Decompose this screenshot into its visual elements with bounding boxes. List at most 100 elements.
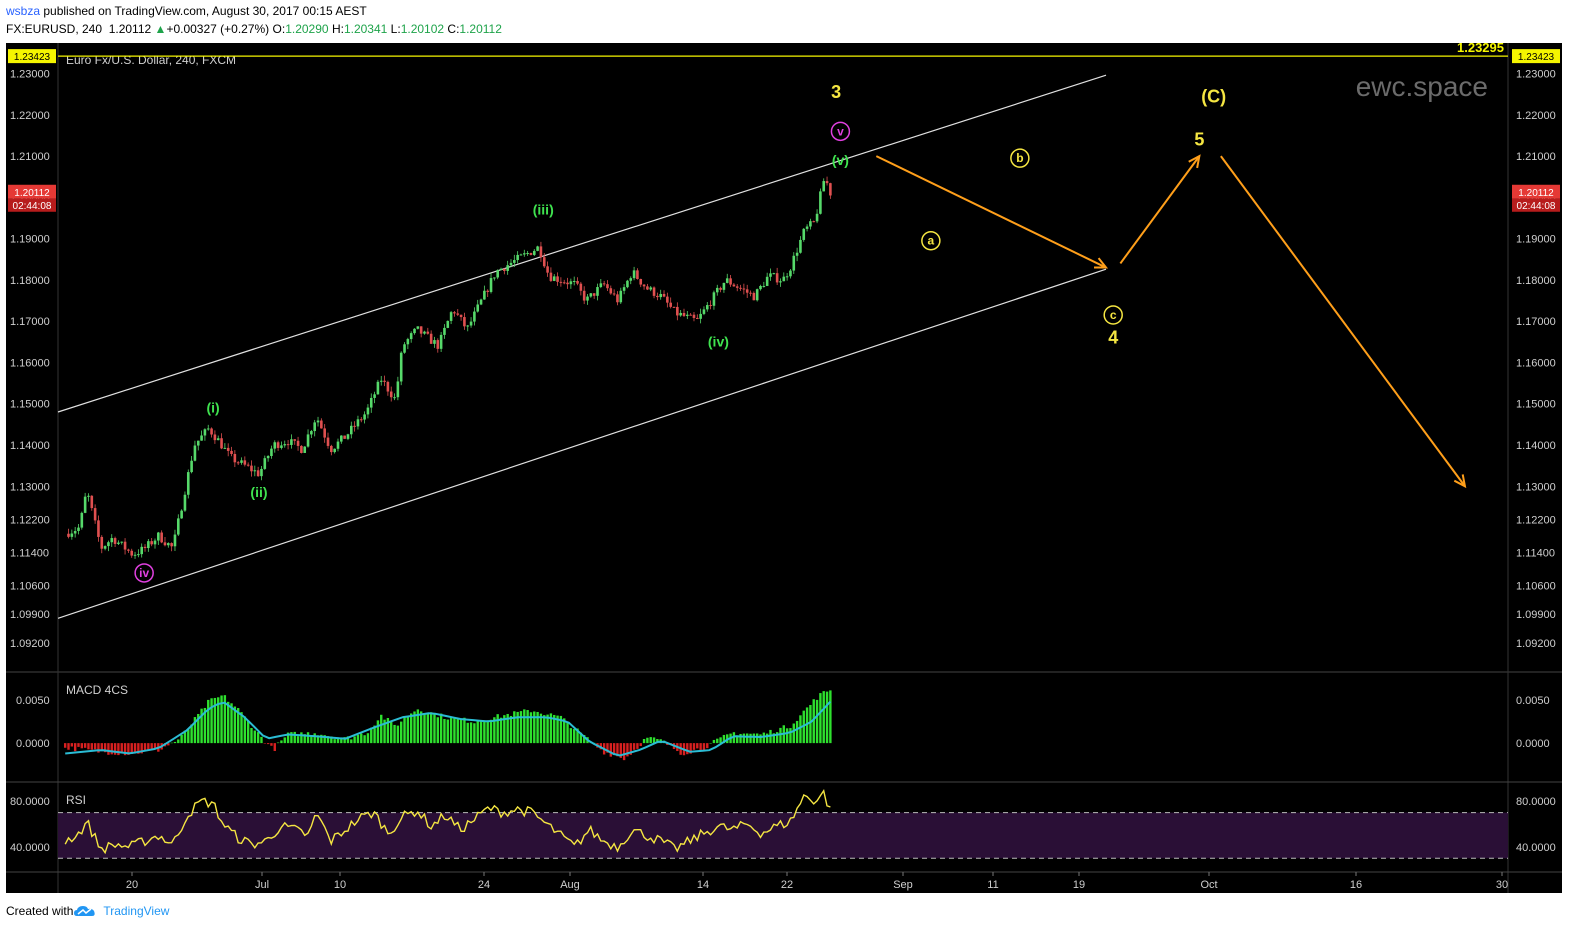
candle-body bbox=[463, 317, 466, 327]
macd-histogram-bar bbox=[373, 725, 376, 744]
projection-arrowhead-3 bbox=[1453, 474, 1467, 489]
macd-histogram-bar bbox=[366, 733, 370, 744]
candle-body bbox=[559, 281, 563, 283]
macd-histogram-bar bbox=[323, 735, 326, 744]
candle-body bbox=[815, 213, 819, 222]
candle-body bbox=[626, 280, 629, 288]
x-tick-label: 11 bbox=[987, 879, 998, 891]
candle-body bbox=[755, 289, 759, 301]
candle-body bbox=[542, 257, 546, 267]
candle-body bbox=[772, 273, 776, 275]
candle-body bbox=[87, 495, 90, 497]
candle-body bbox=[732, 284, 736, 287]
tradingview-link[interactable]: TradingView bbox=[103, 904, 170, 918]
candle-body bbox=[682, 312, 686, 316]
candle-body bbox=[522, 253, 526, 255]
candle-body bbox=[569, 281, 573, 285]
candle-body bbox=[323, 428, 326, 438]
candle-body bbox=[396, 381, 400, 398]
y-tick-label-right: 1.09900 bbox=[1516, 609, 1556, 621]
y-tick-label-left: 1.11400 bbox=[10, 547, 49, 559]
macd-histogram-bar bbox=[582, 734, 586, 744]
candle-body bbox=[67, 533, 70, 537]
candle-body bbox=[493, 277, 496, 279]
y-tick-label-left: 1.19000 bbox=[10, 234, 50, 246]
candle-body bbox=[330, 445, 333, 453]
macd-histogram-bar bbox=[815, 699, 819, 744]
macd-histogram-bar bbox=[396, 725, 400, 744]
macd-histogram-bar bbox=[706, 743, 709, 749]
candle-body bbox=[123, 541, 127, 550]
wave-label: 5 bbox=[1194, 130, 1204, 150]
projection-leg-1 bbox=[875, 155, 1107, 269]
rsi-pane[interactable]: RSI 80.0000 80.0000 40.0000 40.0000 bbox=[6, 788, 1562, 873]
author-link[interactable]: wsbza bbox=[6, 4, 41, 18]
candle-body bbox=[775, 273, 779, 283]
macd-pane[interactable]: MACD 4CS 0.0050 0.0050 0.0000 0.0000 bbox=[6, 683, 1562, 783]
projection-leg-2 bbox=[1119, 155, 1201, 265]
macd-histogram-bar bbox=[539, 713, 543, 744]
macd-histogram-bar bbox=[549, 713, 553, 744]
candle-body bbox=[300, 445, 303, 453]
candle-body bbox=[745, 289, 749, 293]
wave-label: a bbox=[928, 234, 935, 248]
macd-histogram-bar bbox=[290, 732, 293, 744]
macd-histogram-bar bbox=[243, 716, 247, 744]
candle-body bbox=[799, 239, 802, 253]
macd-histogram-bar bbox=[363, 735, 366, 744]
macd-histogram-bar bbox=[712, 739, 716, 744]
macd-histogram-bar bbox=[709, 743, 712, 744]
macd-histogram-bar bbox=[736, 735, 739, 744]
macd-histogram-bar bbox=[220, 695, 223, 744]
candle-body bbox=[137, 554, 140, 556]
channel-line bbox=[57, 268, 1107, 619]
macd-histogram-bar bbox=[799, 715, 802, 744]
macd-histogram-bar bbox=[652, 737, 656, 744]
macd-histogram-bar bbox=[686, 743, 689, 755]
candle-body bbox=[519, 254, 523, 256]
candle-body bbox=[107, 542, 110, 547]
y-tick-label-left: 1.17000 bbox=[10, 316, 50, 328]
symbol-text: FX:EURUSD, 240 bbox=[6, 22, 103, 36]
candle-body bbox=[802, 228, 806, 240]
macd-tick-left: 0.0050 bbox=[16, 695, 50, 707]
candle-body bbox=[200, 435, 203, 441]
candle-body bbox=[223, 447, 227, 449]
y-tick-label-right: 1.09200 bbox=[1516, 638, 1556, 650]
macd-histogram-bar bbox=[785, 728, 789, 744]
y-tick-label-left: 1.09200 bbox=[10, 638, 50, 650]
candle-body bbox=[346, 434, 350, 439]
candle-body bbox=[356, 419, 360, 427]
candle-body bbox=[592, 293, 596, 296]
candle-body bbox=[423, 331, 426, 334]
macd-histogram-bar bbox=[629, 743, 632, 755]
candle-body bbox=[729, 278, 732, 285]
candle-body bbox=[449, 312, 453, 321]
candle-body bbox=[459, 314, 463, 318]
x-tick-label: 24 bbox=[478, 879, 490, 891]
macd-histogram-bar bbox=[217, 697, 220, 744]
macd-histogram-bar bbox=[333, 739, 336, 744]
candle-body bbox=[173, 534, 177, 547]
macd-histogram-bar bbox=[100, 743, 103, 751]
macd-histogram-bar bbox=[626, 743, 629, 757]
macd-histogram-bar bbox=[263, 743, 266, 744]
candle-body bbox=[659, 293, 663, 298]
candle-body bbox=[619, 290, 623, 303]
macd-histogram-bar bbox=[350, 739, 353, 744]
rsi-line bbox=[64, 788, 831, 855]
candle-body bbox=[436, 340, 440, 349]
candle-body bbox=[602, 283, 606, 285]
candle-body bbox=[303, 446, 307, 453]
macd-histogram-bar bbox=[825, 691, 829, 744]
candle-body bbox=[476, 304, 480, 312]
macd-histogram-bar bbox=[127, 743, 130, 755]
candle-body bbox=[705, 305, 709, 310]
price-pane[interactable]: 1.23000 1.23000 1.22000 1.22000 1.21000 1.210… bbox=[6, 40, 1562, 893]
y-tick-label-left: 1.18000 bbox=[10, 275, 50, 287]
footer: Created with TradingView bbox=[6, 904, 169, 918]
macd-histogram-bar bbox=[197, 713, 200, 744]
candle-body bbox=[473, 311, 476, 322]
candle-body bbox=[506, 265, 509, 271]
